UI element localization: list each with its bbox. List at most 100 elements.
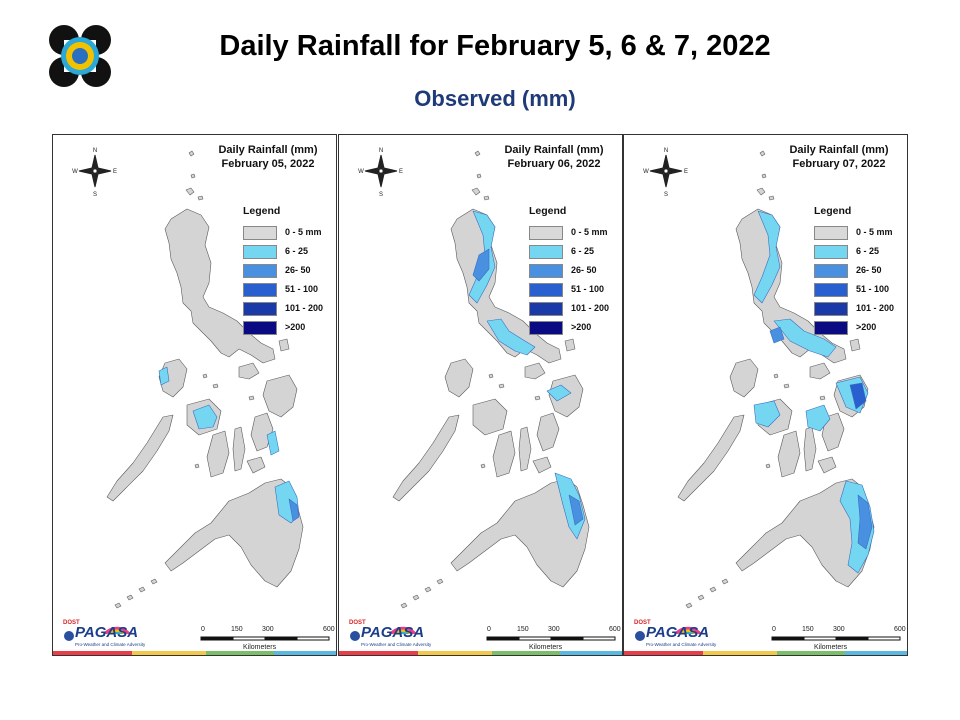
panel-title: Daily Rainfall (mm) February 07, 2022 (774, 143, 904, 171)
legend-title: Legend (814, 205, 852, 217)
scale-tick-label: 600 (609, 626, 621, 633)
pagasa-logo: DOST PAGASA Pro-Weather and Climate Adve… (63, 620, 145, 652)
legend-label: 51 - 100 (285, 284, 319, 294)
brand-sub-text: Pro-Weather and Climate Adversity (75, 642, 146, 647)
scale-unit: Kilometers (529, 644, 563, 651)
scale-tick-label: 150 (231, 626, 243, 633)
rainfall-area (546, 384, 572, 402)
panel-title-date: February 06, 2022 (507, 158, 601, 170)
legend-label: 26- 50 (856, 265, 882, 275)
legend-label: 6 - 25 (285, 246, 309, 256)
svg-text:S: S (379, 192, 383, 198)
page-subtitle: Observed (mm) (414, 86, 576, 111)
dost-logo (48, 24, 112, 88)
brand-sub-text: Pro-Weather and Climate Adversity (361, 642, 432, 647)
legend-label: >200 (285, 322, 306, 332)
legend-label: 101 - 200 (571, 303, 610, 313)
svg-text:N: N (93, 148, 97, 154)
rainfall-area (773, 318, 837, 358)
legend-label: >200 (571, 322, 592, 332)
legend-swatch (814, 245, 848, 259)
legend-swatch (243, 226, 277, 240)
scale-tick-label: 300 (833, 626, 845, 633)
legend-swatch (529, 302, 563, 316)
compass-rose-icon: N S E W (358, 148, 403, 198)
legend-label: 6 - 25 (856, 246, 880, 256)
scale-unit: Kilometers (814, 644, 848, 651)
philippines-map: N S E W (358, 148, 616, 641)
scale-tick-label: 0 (772, 626, 776, 633)
legend-swatch (243, 264, 277, 278)
color-stripe (624, 651, 907, 655)
legend-swatch (529, 283, 563, 297)
svg-text:S: S (664, 192, 668, 198)
panel-title-date: February 05, 2022 (221, 158, 315, 170)
page-title: Daily Rainfall for February 5, 6 & 7, 20… (219, 30, 771, 62)
legend-label: 6 - 25 (571, 246, 595, 256)
svg-text:S: S (93, 192, 97, 198)
rainfall-area (472, 248, 490, 282)
panel-title-date: February 07, 2022 (792, 158, 886, 170)
legend-label: 101 - 200 (285, 303, 324, 313)
legend-swatch (814, 226, 848, 240)
rainfall-area (857, 494, 873, 550)
svg-text:W: W (643, 169, 649, 175)
land-mass (106, 150, 304, 609)
panel-title-metric: Daily Rainfall (mm) (789, 144, 889, 156)
brand-sub-text: Pro-Weather and Climate Adversity (646, 642, 717, 647)
legend-title: Legend (529, 205, 567, 217)
scale-tick-label: 600 (894, 626, 906, 633)
svg-text:W: W (72, 169, 78, 175)
scale-tick-label: 150 (517, 626, 529, 633)
legend-label: 26- 50 (285, 265, 311, 275)
rainfall-area (753, 400, 781, 428)
legend-label: >200 (856, 322, 877, 332)
brand-name-text: PAGASA (646, 624, 710, 641)
scale-tick-label: 0 (201, 626, 205, 633)
rainfall-area (805, 404, 831, 432)
legend-swatch (814, 283, 848, 297)
brand-name-text: PAGASA (361, 624, 425, 641)
compass-rose-icon: N S E W (643, 148, 688, 198)
legend-swatch (814, 264, 848, 278)
svg-text:E: E (113, 169, 117, 175)
rainfall-area (753, 210, 781, 304)
rainfall-map-feb-07: N S E W (623, 134, 908, 656)
scale-unit: Kilometers (243, 644, 277, 651)
legend-swatch (243, 283, 277, 297)
panel-title: Daily Rainfall (mm) February 06, 2022 (489, 143, 619, 171)
rainfall-area (769, 326, 785, 344)
svg-text:W: W (358, 169, 364, 175)
scale-bar (486, 636, 616, 641)
rainfall-overlay (468, 210, 586, 540)
compass-rose-icon: N S E W (72, 148, 117, 198)
philippines-map: N S E W (643, 148, 901, 641)
color-stripe (53, 651, 336, 655)
panel-title-metric: Daily Rainfall (mm) (504, 144, 604, 156)
svg-text:E: E (684, 169, 688, 175)
scale-bar (200, 636, 330, 641)
legend-swatch (243, 245, 277, 259)
rainfall-area (486, 318, 536, 356)
legend-label: 51 - 100 (571, 284, 605, 294)
scale-tick-label: 150 (802, 626, 814, 633)
land-mass (677, 150, 875, 609)
legend-title: Legend (243, 205, 281, 217)
legend-swatch (814, 302, 848, 316)
rainfall-overlay (753, 210, 875, 574)
scale-ticks: 0 150 300 600 (201, 626, 335, 638)
rainfall-area (849, 382, 867, 410)
rainfall-area (266, 430, 280, 456)
scale-tick-label: 300 (548, 626, 560, 633)
rainfall-area (192, 404, 218, 430)
brand-top-text: DOST (349, 620, 366, 626)
rainfall-area (158, 366, 170, 386)
svg-text:N: N (379, 148, 383, 154)
legend-swatch (814, 321, 848, 335)
rainfall-overlay (158, 366, 300, 524)
philippines-map: N S E W (72, 148, 330, 641)
legend-swatch (529, 321, 563, 335)
legend-label: 0 - 5 mm (571, 227, 608, 237)
scale-bar (771, 636, 901, 641)
legend-swatch (529, 245, 563, 259)
